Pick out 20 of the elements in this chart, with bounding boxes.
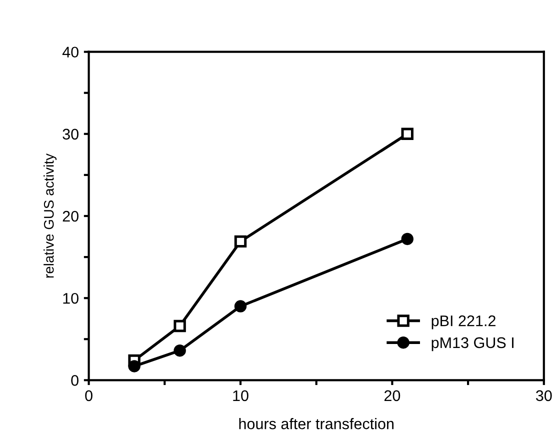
y-tick-label: 20 (62, 210, 78, 222)
point (401, 232, 414, 246)
legend-label: pBI 221.2 (432, 315, 496, 330)
y-axis-title: relative GUS activity (44, 154, 57, 278)
x-tick-label: 30 (536, 390, 552, 402)
x-tick-label: 10 (233, 390, 248, 402)
y-tick-label: 40 (62, 46, 78, 58)
point (174, 320, 186, 332)
point (234, 300, 247, 312)
x-axis-title: hours after transfection (239, 418, 394, 430)
x-tick-label: 20 (384, 390, 400, 402)
point (401, 128, 414, 140)
x-tick-label: 0 (85, 390, 92, 402)
y-tick-label: 30 (62, 128, 78, 140)
point (128, 360, 140, 372)
point (234, 235, 247, 248)
y-tick-label: 0 (71, 375, 78, 386)
y-tick-label: 10 (63, 292, 78, 304)
point (174, 344, 186, 357)
legend-label: pM13 GUS I (432, 337, 514, 352)
